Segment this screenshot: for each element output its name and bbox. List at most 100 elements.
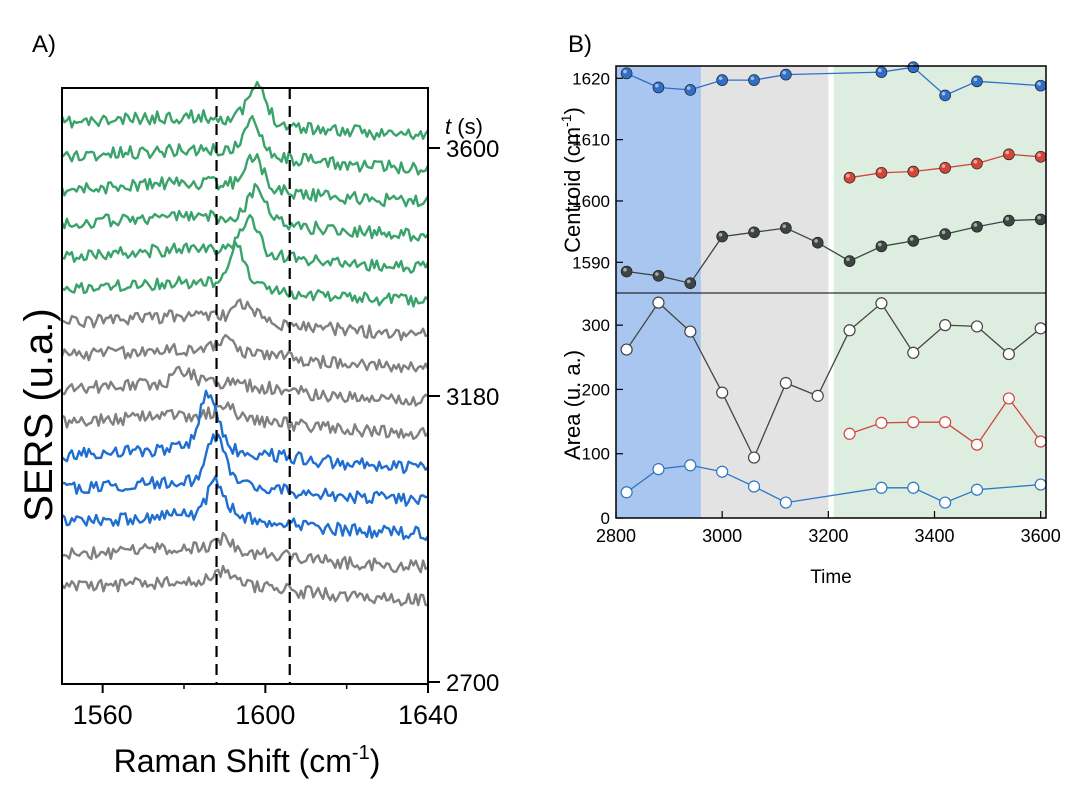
data-point [620,67,633,80]
data-point-highlight [846,257,850,262]
data-point-highlight [718,76,723,81]
data-point [970,483,984,496]
data-point [907,416,920,429]
spectrum-trace [60,153,430,208]
data-point-highlight [782,224,787,228]
panel-b: B) 1590 1600 1610 1620 0 100 200 300 2800 3000 3… [558,31,1061,588]
spectrum-trace [61,389,429,475]
y-tick-label: 200 [582,380,610,399]
spectrum-trace [61,213,430,274]
data-point [1002,392,1015,405]
data-point [939,89,951,102]
data-point [716,386,729,399]
spectrum-trace [60,182,429,242]
area-axis-label: Area (u. a.) [560,350,585,460]
spectrum-trace [61,474,429,541]
panel-b-series [620,61,1047,509]
data-point [875,240,888,253]
spectra-traces [60,80,430,607]
centroid-y-ticks: 1590 1600 1610 1620 [572,69,623,272]
spectrum-trace [61,115,430,176]
data-point [779,376,792,390]
data-point [779,496,792,509]
data-point-highlight [623,267,627,272]
data-point [1034,79,1047,92]
data-point-highlight [973,223,978,227]
data-point [875,416,888,429]
data-point-highlight [750,228,755,233]
spectrum-trace [60,333,430,374]
spectrum-trace [61,241,429,308]
data-point-highlight [878,68,882,73]
data-point [939,416,952,429]
data-point-highlight [814,239,818,243]
data-point [843,171,856,184]
panel-b-label: B) [568,31,592,58]
data-point [907,481,920,494]
data-point [970,438,984,451]
time-axis-title: t (s) [445,114,483,139]
data-point-highlight [655,272,659,276]
data-point [970,320,984,333]
data-point [620,343,633,356]
y-tick-label: 1590 [572,253,610,272]
time-x-ticks: 2800 3000 3200 3400 3600 [596,511,1061,546]
data-point [716,465,729,478]
data-point [684,325,697,338]
data-point [1003,148,1015,161]
data-point [716,230,728,243]
data-point [843,427,856,440]
data-point [1034,478,1047,491]
panel-a-frame [61,87,429,685]
data-point [684,277,697,289]
data-point-highlight [1037,153,1041,157]
panel-a-y-axis-label: SERS (u.a.) [17,308,61,521]
data-point-highlight [655,83,659,88]
spectrum-trace [61,365,429,407]
data-point-highlight [1037,215,1041,220]
data-point [875,166,888,179]
panel-a-time-ticks: 3600 3180 2700 [428,136,499,697]
time-region-band [700,66,829,518]
data-point [748,226,760,239]
data-point-highlight [909,237,914,241]
data-point [811,389,824,402]
data-point [1003,214,1015,227]
data-point-highlight [750,76,755,81]
data-point [1034,435,1047,448]
data-point-highlight [686,86,691,90]
data-point [1002,347,1015,361]
data-point-highlight [623,69,627,74]
data-point [620,265,633,278]
data-point-highlight [909,167,914,172]
data-point-highlight [1037,82,1041,86]
data-point [875,297,888,310]
data-point-highlight [941,91,946,96]
data-point [907,61,920,74]
data-point-highlight [941,230,946,235]
data-point-highlight [718,232,723,237]
spectrum-trace [61,531,429,574]
data-point [620,486,633,499]
data-point [811,236,824,249]
time-tick-label: 3180 [446,384,499,411]
data-point [652,81,665,94]
data-point [1034,213,1047,226]
x-tick-label: 1640 [398,700,458,730]
data-point [971,157,983,170]
data-point [1034,322,1047,335]
data-point [652,463,665,476]
data-point [684,84,697,96]
x-tick-label: 2800 [596,526,636,546]
data-point-highlight [686,279,691,284]
spectrum-trace [61,564,429,607]
x-tick-label: 1600 [235,700,295,730]
data-point [747,480,761,493]
panel-a-label: A) [32,31,56,58]
time-region-band [833,66,1046,518]
time-axis-label: Time [810,567,852,588]
data-point-highlight [782,70,787,75]
data-point [780,68,792,81]
panel-a-x-axis-label: Raman Shift (cm-1) [114,742,381,779]
